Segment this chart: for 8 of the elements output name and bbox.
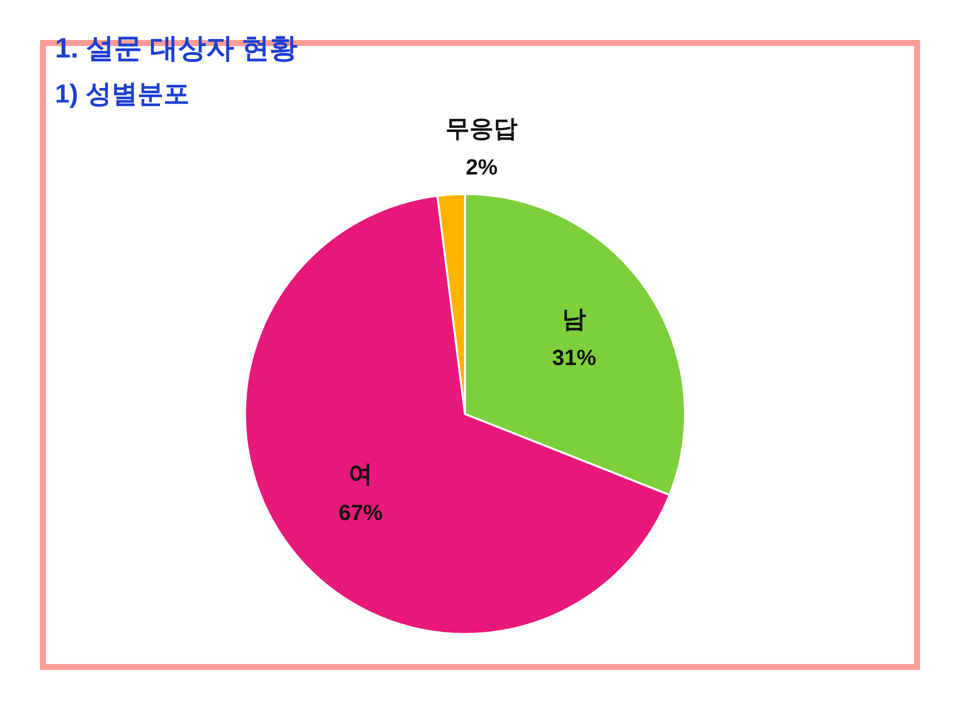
chart-subtitle: 1) 성별분포 <box>55 78 190 109</box>
data-label: 67% <box>338 500 383 525</box>
data-label: 31% <box>552 344 596 370</box>
data-label: 2% <box>466 154 498 180</box>
slice-label: 남 <box>562 306 586 333</box>
slice-label: 여 <box>348 460 373 488</box>
slice-label: 무응답 <box>446 116 518 143</box>
chart-title: 1. 설문 대상자 현황 <box>55 32 298 64</box>
